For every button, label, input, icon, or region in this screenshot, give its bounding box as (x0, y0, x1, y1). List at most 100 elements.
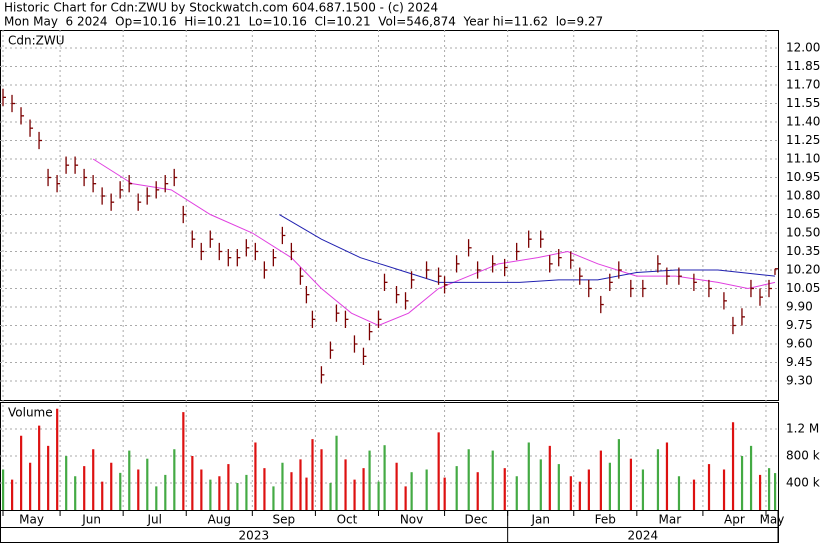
y-tick-label: 9.60 (786, 337, 813, 351)
y-tick-label: 11.10 (786, 152, 820, 166)
volume-bar (47, 445, 50, 510)
volume-bar (491, 450, 494, 510)
price-frame (0, 30, 779, 401)
volume-bar (527, 442, 530, 510)
volume-bar (767, 468, 771, 510)
y-tick-label: 1.2 M (786, 421, 819, 435)
volume-bar (404, 486, 407, 510)
volume-bar (749, 445, 753, 510)
volume-bar (383, 445, 386, 510)
volume-bar (263, 468, 266, 510)
y-tick-label: 9.45 (786, 355, 813, 369)
volume-bar (209, 479, 212, 510)
volume-bar (11, 479, 14, 510)
y-tick-label: 11.85 (786, 59, 820, 73)
x-tick-label: Feb (595, 513, 616, 527)
x-tick-label: Sep (273, 513, 296, 527)
volume-bar (377, 481, 380, 510)
y-tick-label: 11.40 (786, 115, 820, 129)
y-tick-label: 9.30 (786, 374, 813, 388)
volume-bar (656, 449, 660, 510)
volume-bar (455, 466, 458, 510)
volume-bar (329, 482, 332, 510)
volume-bar (629, 458, 633, 510)
y-tick-label: 11.70 (786, 78, 820, 92)
x-tick-label: Dec (464, 513, 487, 527)
volume-bar (119, 472, 122, 510)
volume-bar (665, 442, 669, 510)
y-tick-label: 800 k (786, 448, 820, 462)
x-tick-label: Mar (659, 513, 682, 527)
year-label: 2023 (239, 529, 270, 543)
y-tick-label: 10.95 (786, 170, 820, 184)
volume-bar (515, 476, 518, 510)
x-tick-label: May (760, 513, 785, 527)
y-tick-label: 9.90 (786, 300, 813, 314)
volume-bar (311, 439, 314, 510)
volume-bar (305, 477, 308, 510)
x-tick-label: Jul (146, 513, 161, 527)
volume-bar (503, 468, 506, 510)
x-tick-label: Aug (208, 513, 231, 527)
symbol-label: Cdn:ZWU (8, 34, 65, 48)
volume-bar (722, 469, 726, 510)
volume-bar (101, 481, 104, 510)
y-tick-label: 11.25 (786, 133, 820, 147)
volume-bar (731, 422, 735, 510)
volume-bar (599, 450, 602, 510)
volume-bar (200, 469, 203, 510)
volume-bar (335, 435, 338, 510)
volume-bar (218, 476, 221, 510)
volume-bar (578, 481, 581, 510)
volume-label: Volume (8, 406, 53, 420)
volume-bar (362, 468, 365, 510)
volume-bar (740, 455, 744, 510)
volume-bar (290, 472, 293, 510)
volume-bar (272, 486, 275, 510)
volume-bar (20, 435, 23, 510)
volume-bar (437, 432, 440, 510)
volume-bar (548, 445, 551, 510)
y-tick-label: 11.55 (786, 96, 820, 110)
volume-bar (281, 462, 284, 510)
volume-bar (395, 462, 398, 510)
volume-bar (164, 474, 167, 510)
volume-bar (173, 449, 176, 510)
y-tick-label: 12.00 (786, 41, 820, 55)
volume-bar (476, 472, 479, 510)
volume-bar (557, 464, 560, 510)
volume-bar (254, 442, 257, 510)
volume-bar (608, 462, 611, 510)
volume-bar (236, 482, 239, 510)
volume-bar (155, 486, 158, 510)
volume-bar (74, 476, 77, 510)
y-tick-label: 10.05 (786, 281, 820, 295)
volume-bar (353, 479, 356, 510)
volume-bar (110, 462, 113, 510)
volume-bar (344, 459, 347, 510)
moving-average (279, 214, 776, 283)
volume-bar (2, 469, 5, 510)
moving-average (92, 158, 776, 327)
year-label: 2024 (628, 529, 659, 543)
y-tick-label: 9.75 (786, 318, 813, 332)
volume-bar (65, 455, 68, 510)
volume-bar (83, 466, 86, 510)
x-tick-label: Jan (530, 513, 550, 527)
volume-bar (182, 412, 185, 510)
volume-bar (245, 474, 248, 510)
volume-bar (29, 462, 32, 510)
y-tick-label: 10.35 (786, 244, 820, 258)
x-tick-label: Oct (337, 513, 358, 527)
x-tick-label: Nov (400, 513, 423, 527)
volume-bar (443, 477, 446, 510)
volume-bar (191, 455, 194, 510)
volume-bar (368, 450, 371, 510)
volume-bar (299, 459, 302, 510)
volume-bar (128, 450, 131, 510)
volume-bar (641, 469, 645, 510)
x-tick-label: Apr (724, 513, 745, 527)
volume-bar (56, 408, 59, 510)
